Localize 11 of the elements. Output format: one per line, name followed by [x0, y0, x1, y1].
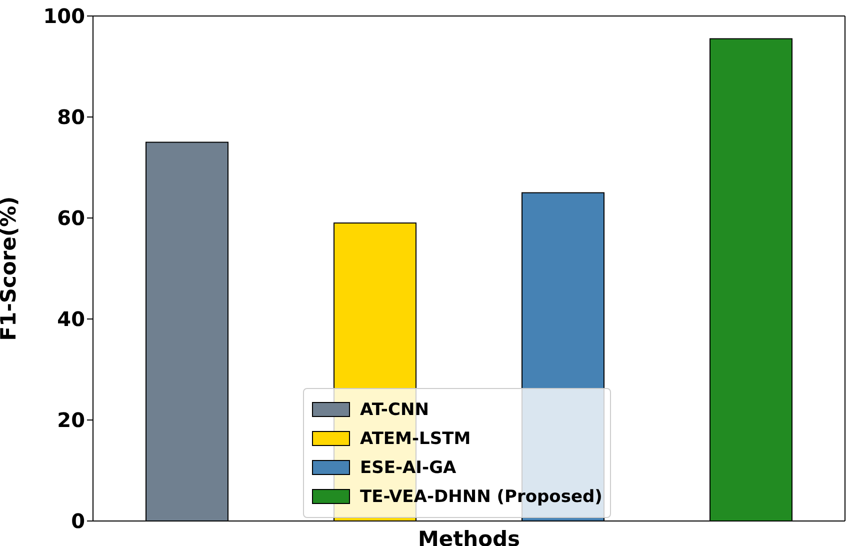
y-tick-label: 40	[57, 307, 85, 332]
y-tick-label: 20	[57, 408, 85, 432]
legend-label: AT-CNN	[360, 400, 429, 420]
y-tick-label: 100	[43, 4, 85, 28]
legend-label: ESE-AI-GA	[360, 458, 456, 478]
y-tick-label: 80	[57, 105, 85, 130]
legend-label: ATEM-LSTM	[360, 428, 471, 448]
y-tick-label: 0	[71, 509, 85, 534]
y-tick-label: 60	[57, 206, 85, 230]
legend-label: TE-VEA-DHNN (Proposed)	[360, 486, 602, 506]
x-axis-title: Methods	[418, 527, 520, 546]
